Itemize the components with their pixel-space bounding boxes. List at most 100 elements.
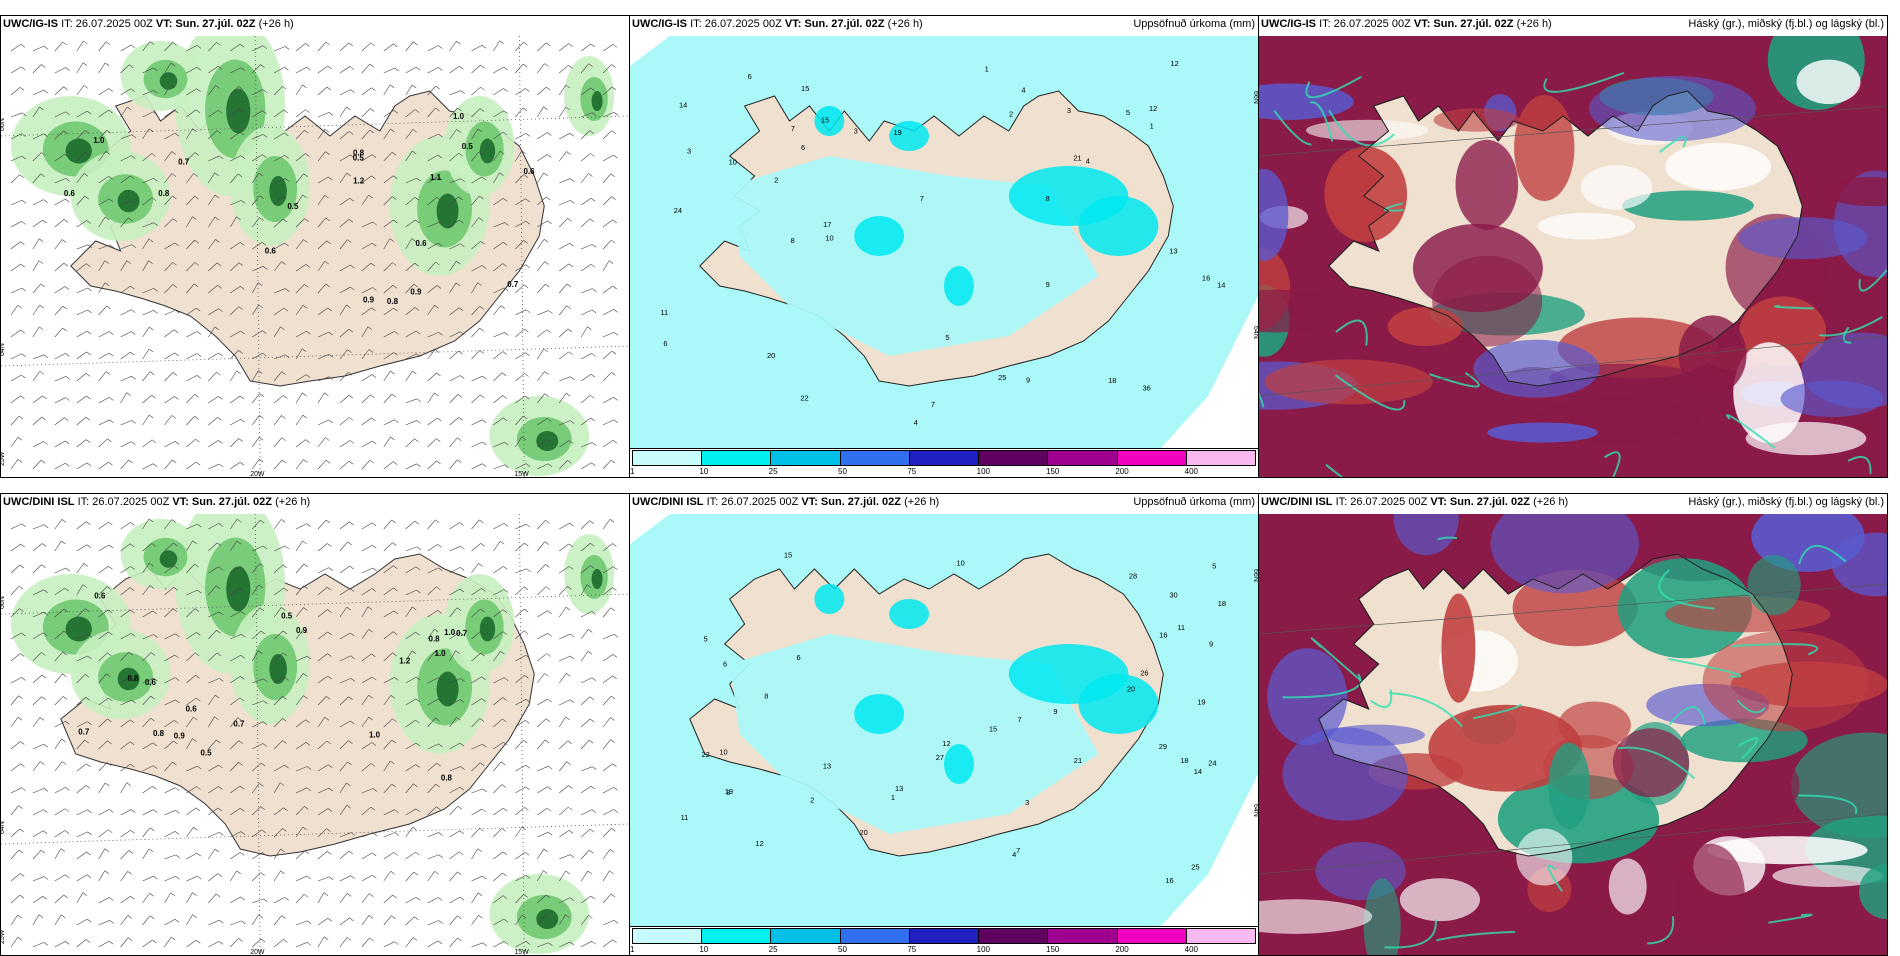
cloud-layer: [1473, 340, 1599, 398]
precip-value-label: 5: [1212, 561, 1216, 570]
lat-label: 66N: [1, 118, 6, 131]
precip-value-label: 6: [663, 339, 667, 348]
precip-value-label: 3: [1067, 106, 1071, 115]
legend-swatch: [979, 929, 1048, 943]
precip-area: [944, 266, 974, 306]
cloud-map: [1259, 514, 1887, 956]
precip-value-label: 0.6: [524, 167, 536, 176]
precip-area: [66, 617, 92, 642]
precip-value-label: 0.5: [200, 749, 212, 758]
precip-value-label: 6: [797, 653, 801, 662]
precip-value-label: 20: [767, 351, 775, 360]
precip-value-label: 22: [800, 393, 808, 402]
cloud-layer: [1747, 555, 1800, 615]
init-time: IT: 26.07.2025 00Z: [1319, 18, 1411, 30]
precip-value-label: 19: [893, 128, 901, 137]
legend-tick-label: 10: [699, 467, 708, 477]
precip-value-label: 21: [1074, 756, 1082, 765]
precip-value-label: 1: [1150, 122, 1154, 131]
cloud-map: [1259, 36, 1887, 478]
precip-area: [437, 672, 459, 707]
precip-value-label: 2: [1009, 110, 1013, 119]
legend-tick-label: 100: [977, 945, 990, 955]
precip-area: [889, 599, 929, 629]
precip-value-label: 15: [784, 551, 792, 560]
precip-area: [269, 654, 287, 684]
precip-value-label: 1: [891, 793, 895, 802]
precip-value-label: 26: [1140, 668, 1148, 677]
legend-swatch: [841, 929, 910, 943]
precip-area: [66, 139, 92, 164]
cloud-layer: [1755, 760, 1799, 812]
precip-area: [480, 617, 495, 642]
model-name: UWC/IG-IS: [3, 18, 58, 30]
precip-value-label: 7: [1017, 715, 1021, 724]
precip-value-label: 0.9: [174, 732, 186, 741]
model-name: UWC/DINI ISL: [632, 496, 704, 508]
lead-time: (+26 h): [1533, 496, 1568, 508]
precip-value-label: 0.6: [415, 239, 427, 248]
legend-tick-label: 1: [630, 945, 634, 955]
precip-value-label: 13: [895, 784, 903, 793]
panel-title: Uppsöfnuð úrkoma (mm): [1133, 15, 1255, 33]
precip-value-label: 0.7: [233, 720, 245, 729]
precip-value-label: 7: [1016, 846, 1020, 855]
precip-value-label: 24: [1208, 759, 1216, 768]
legend-tick-label: 200: [1115, 467, 1128, 477]
precip-value-label: 25: [998, 373, 1006, 382]
precip-value-label: 28: [1129, 571, 1137, 580]
precip-value-label: 5: [1126, 108, 1130, 117]
legend-tick-label: 25: [769, 467, 778, 477]
cloud-layer: [1548, 743, 1590, 829]
lon-label: 20W: [250, 949, 265, 956]
panel-header: UWC/IG-IS IT: 26.07.2025 00Z VT: Sun. 27…: [1, 15, 629, 33]
precip-area: [118, 190, 140, 213]
cloud-layer: [1609, 858, 1647, 914]
precip-value-label: 12: [1171, 59, 1179, 68]
panel-bottom-wind: UWC/DINI ISL IT: 26.07.2025 00Z VT: Sun.…: [0, 493, 630, 956]
precip-value-label: 20: [859, 828, 867, 837]
precip-value-label: 6: [723, 660, 727, 669]
legend-tick-label: 75: [907, 945, 916, 955]
precip-value-label: 0.5: [462, 142, 474, 151]
cloud-layer: [1441, 593, 1475, 702]
precip-area: [160, 72, 178, 90]
precip-value-label: 1.0: [369, 730, 381, 739]
panel-header: UWC/DINI ISL IT: 26.07.2025 00Z VT: Sun.…: [630, 493, 1258, 511]
precip-value-label: 13: [1169, 246, 1177, 255]
valid-time: VT: Sun. 27.júl. 02Z: [801, 496, 901, 508]
precip-value-label: 1.0: [93, 136, 105, 145]
precip-value-label: 3: [854, 127, 858, 136]
precip-value-label: 27: [936, 753, 944, 762]
legend-swatch: [1048, 451, 1117, 465]
panel-top-precip: UWC/IG-IS IT: 26.07.2025 00Z VT: Sun. 27…: [629, 15, 1259, 478]
lon-label: 15W: [514, 949, 529, 956]
lead-time: (+26 h): [275, 496, 310, 508]
precip-value-label: 16: [1165, 876, 1173, 885]
precip-value-label: 3: [687, 146, 691, 155]
precip-value-label: 1.1: [430, 173, 442, 182]
legend-tick-label: 200: [1115, 945, 1128, 955]
precip-value-label: 1.2: [399, 656, 411, 665]
precip-value-label: 1.0: [453, 112, 465, 121]
precip-area: [854, 216, 904, 256]
precip-value-label: 19: [725, 787, 733, 796]
precip-value-label: 1.0: [444, 628, 456, 637]
legend-swatch: [1118, 929, 1187, 943]
precip-value-label: 8: [764, 691, 768, 700]
cloud-layer: [1703, 631, 1869, 732]
precip-area: [480, 139, 495, 164]
precip-value-label: 11: [660, 308, 668, 317]
precip-area: [944, 744, 974, 784]
legend-swatch: [910, 451, 979, 465]
cloud-layer: [1456, 140, 1519, 230]
precip-value-label: 8: [791, 236, 795, 245]
precip-value-label: 9: [1209, 640, 1213, 649]
cloud-layer: [1589, 76, 1756, 141]
precip-value-label: 4: [1086, 157, 1090, 166]
precip-value-label: 0.9: [363, 295, 375, 304]
